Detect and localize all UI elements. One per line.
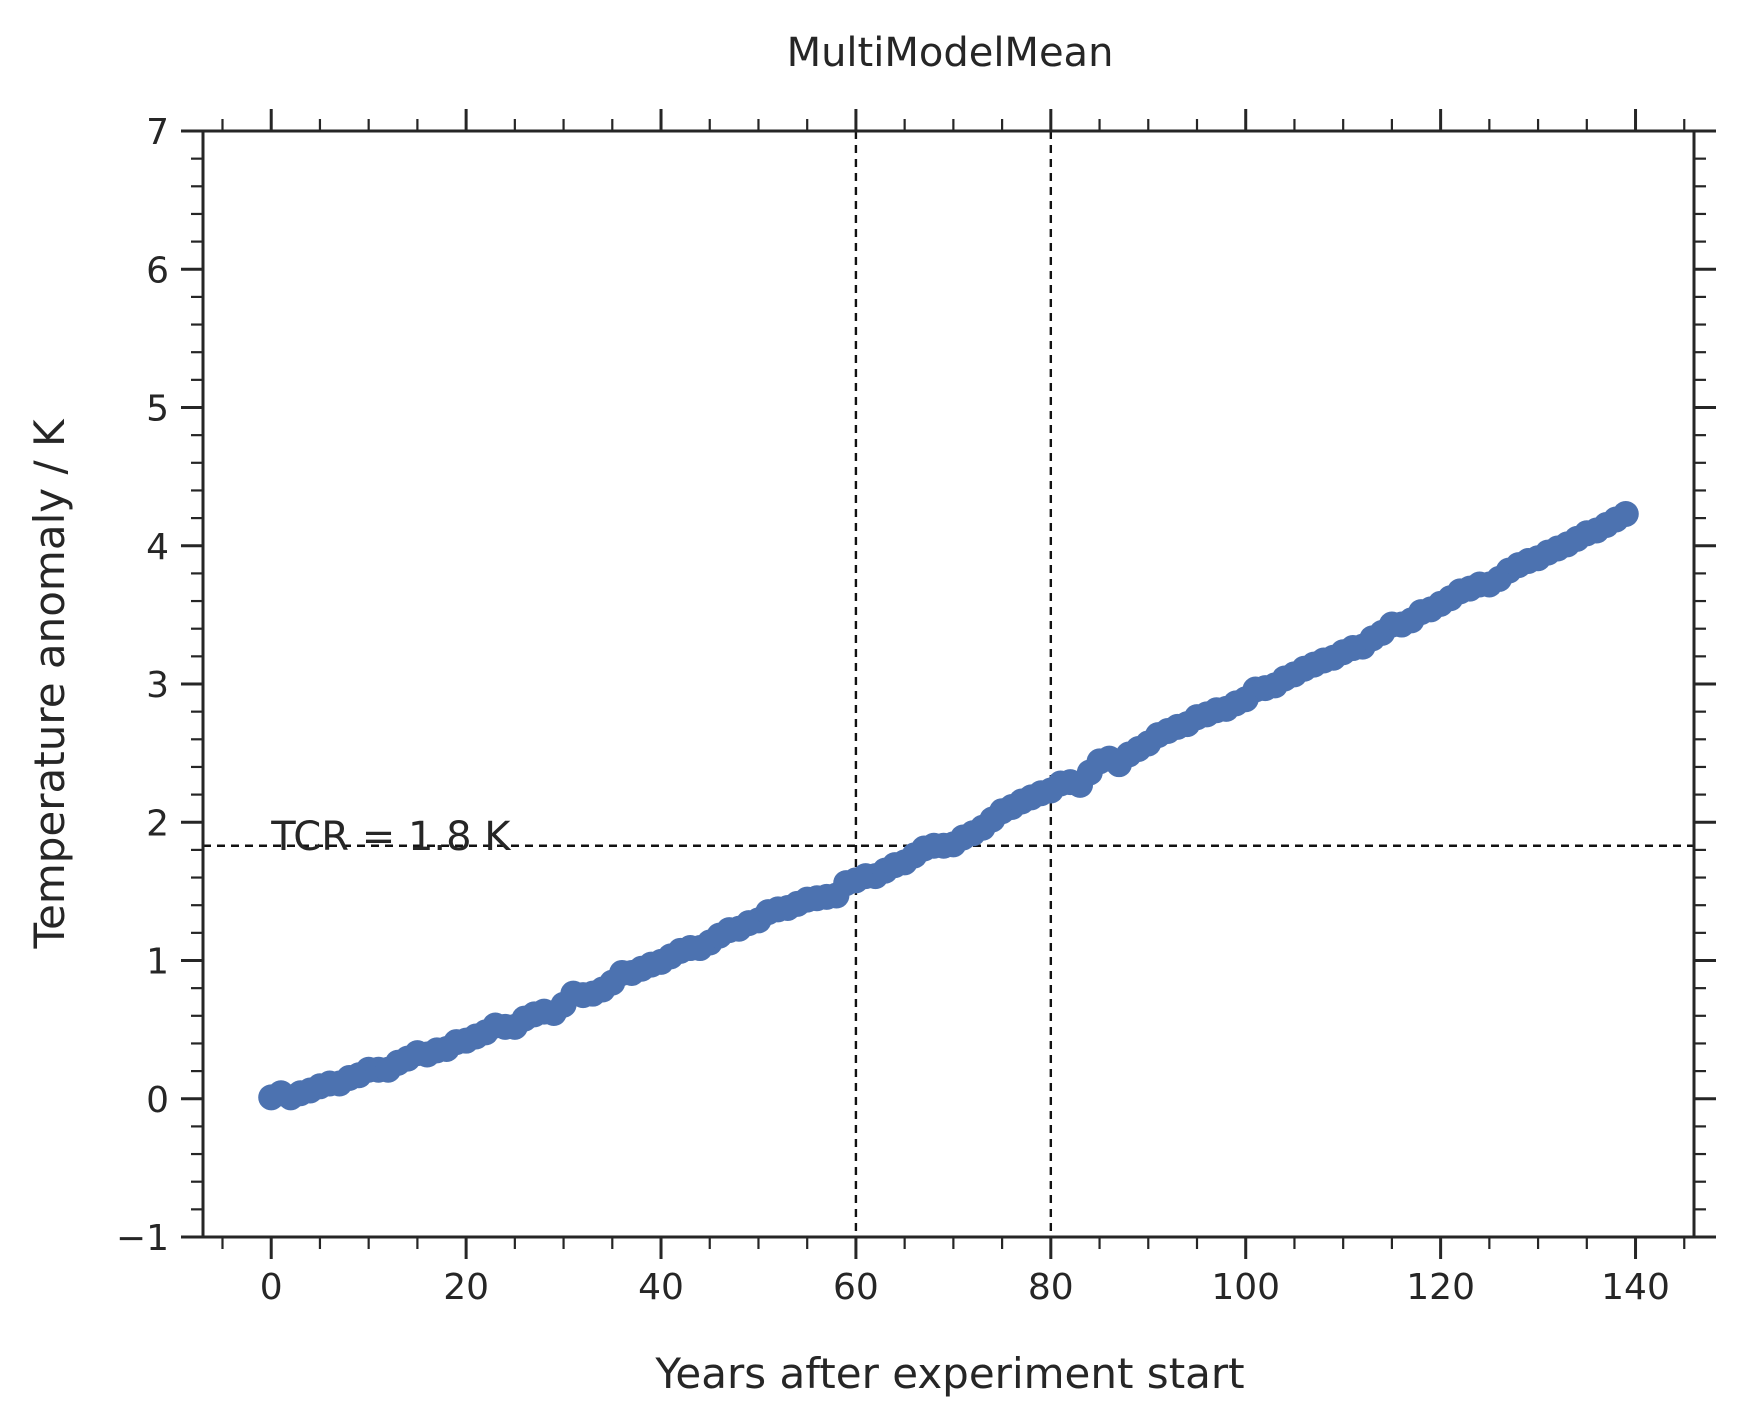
- x-tick-label: 0: [260, 1267, 283, 1308]
- x-axis-label: Years after experiment start: [654, 1349, 1244, 1398]
- minor-ticks: [191, 119, 1706, 1249]
- y-tick-label: 3: [146, 665, 169, 706]
- y-tick-label: 5: [146, 389, 169, 430]
- y-tick-label: 1: [146, 942, 169, 983]
- x-tick-label: 120: [1406, 1267, 1475, 1308]
- major-ticks: [181, 109, 1716, 1259]
- y-tick-label: −1: [116, 1218, 169, 1259]
- x-tick-label: 40: [638, 1267, 684, 1308]
- y-tick-label: 0: [146, 1080, 169, 1121]
- y-tick-label: 7: [146, 112, 169, 153]
- x-tick-label: 80: [1028, 1267, 1074, 1308]
- y-tick-label: 6: [146, 250, 169, 291]
- x-tick-labels: 0 20 40 60 80 100 120 140: [260, 1267, 1670, 1308]
- chart-title: MultiModelMean: [787, 30, 1114, 76]
- y-tick-label: 2: [146, 803, 169, 844]
- tcr-annotation: TCR = 1.8 K: [270, 814, 512, 860]
- y-tick-label: 4: [146, 527, 169, 568]
- x-tick-label: 60: [833, 1267, 879, 1308]
- plot-frame: [201, 129, 1696, 1239]
- y-axis-label: Temperature anomaly / K: [25, 418, 74, 949]
- data-point: [1612, 500, 1639, 527]
- data-points: [258, 500, 1639, 1111]
- y-tick-labels: −1 0 1 2 3 4 5 6 7: [116, 112, 169, 1259]
- x-tick-label: 20: [443, 1267, 489, 1308]
- x-tick-label: 100: [1211, 1267, 1280, 1308]
- x-tick-label: 140: [1601, 1267, 1670, 1308]
